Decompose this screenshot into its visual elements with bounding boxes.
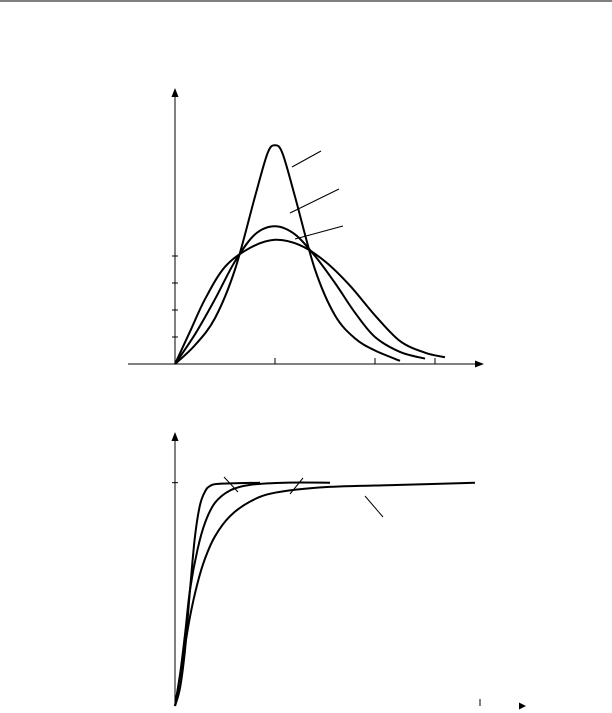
chart1-leader-line-1 <box>291 150 322 168</box>
chart2-leader-line-1 <box>223 476 239 493</box>
chart2-y-axis-arrowhead <box>171 432 179 441</box>
chart2-series-line-2 <box>174 481 331 707</box>
chart1-y-axis-arrowhead <box>171 88 179 97</box>
density-chart <box>128 88 484 368</box>
chart2-x-axis-arrowhead <box>519 702 526 710</box>
chart1-series-line-1 <box>174 144 401 365</box>
chart2-leader-line-3 <box>364 495 384 518</box>
chart2-series-line-3 <box>174 481 476 707</box>
chart1-leader-line-2 <box>289 188 340 214</box>
chart1-series-line-2 <box>174 225 426 365</box>
chart1-leader-line-3 <box>294 225 344 240</box>
chart2-leader-line-2 <box>289 477 304 495</box>
chart1-series-line-3 <box>174 238 446 365</box>
cumulative-chart <box>171 432 526 710</box>
chart2-series-line-1 <box>174 481 261 707</box>
chart1-x-axis-arrowhead <box>475 360 484 368</box>
